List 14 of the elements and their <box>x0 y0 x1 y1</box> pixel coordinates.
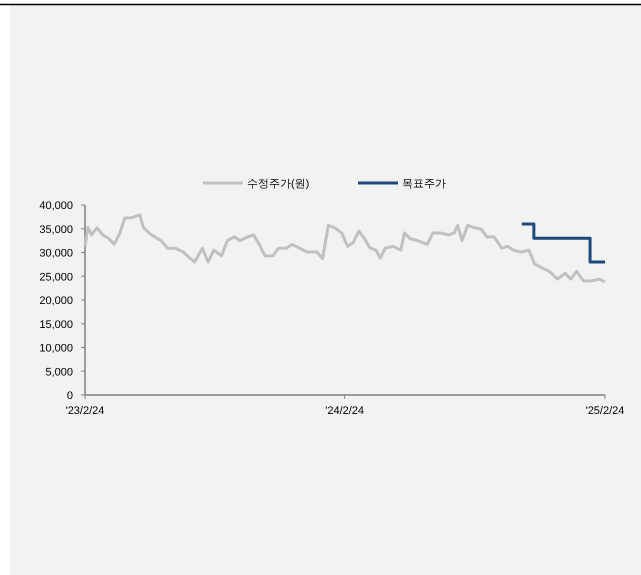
x-tick-label: '25/2/24 <box>586 405 624 417</box>
y-tick-label: 5,000 <box>45 366 73 378</box>
legend-label: 목표주가 <box>402 178 446 190</box>
y-tick-label: 15,000 <box>39 318 73 331</box>
y-tick-label: 20,000 <box>39 295 73 307</box>
x-tick-label: '24/2/24 <box>325 405 364 417</box>
y-tick-label: 30,000 <box>39 248 73 260</box>
y-tick-label: 0 <box>66 390 73 402</box>
legend-label: 수정주가(원) <box>247 178 310 190</box>
y-tick-label: 40,000 <box>39 200 73 212</box>
x-tick-label: '23/2/24 <box>66 405 104 417</box>
y-tick-label: 35,000 <box>39 224 73 236</box>
y-tick-label: 10,000 <box>39 342 73 354</box>
y-tick-label: 25,000 <box>39 271 73 284</box>
